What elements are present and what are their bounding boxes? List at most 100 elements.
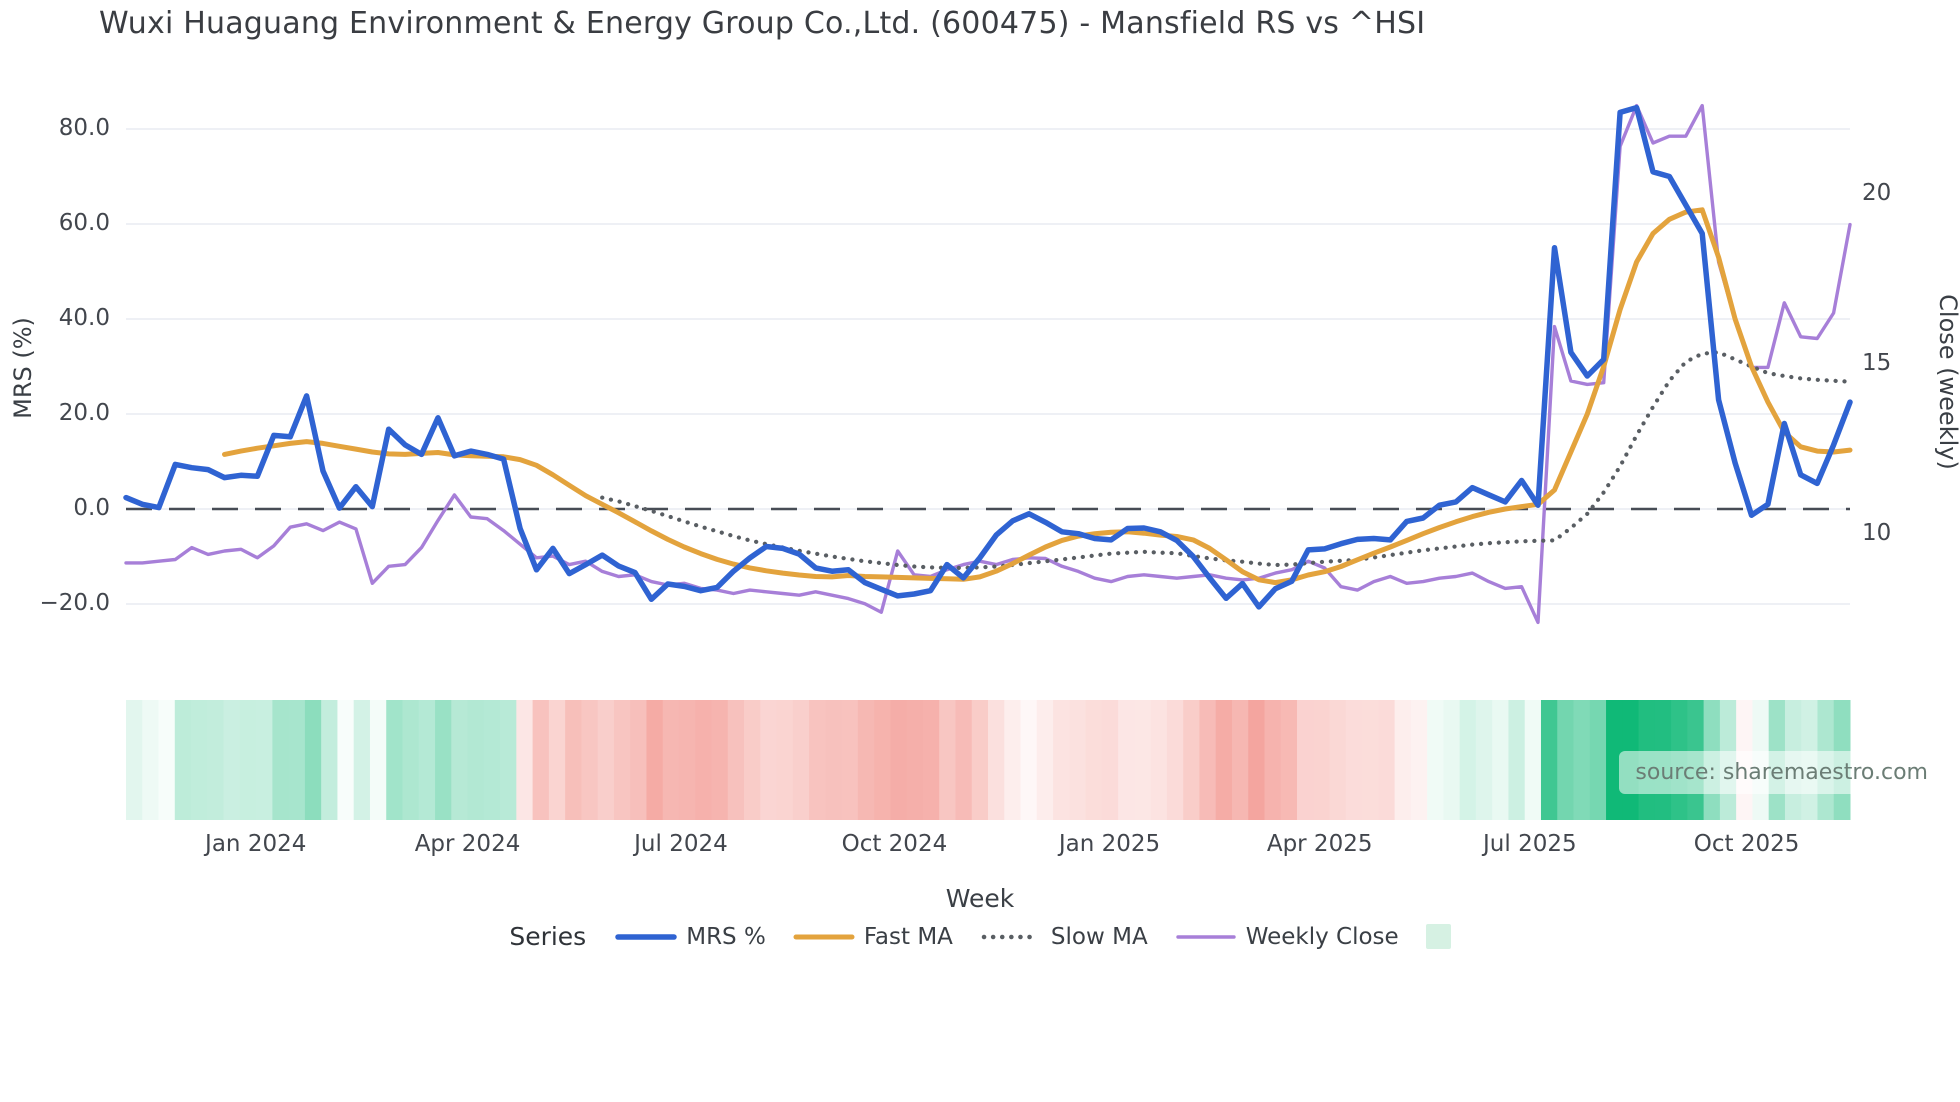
heat-cell bbox=[841, 700, 859, 820]
heat-cell bbox=[1069, 700, 1087, 820]
heat-cell bbox=[1297, 700, 1314, 820]
heat-cell bbox=[890, 700, 908, 820]
slow-ma-line bbox=[600, 350, 1853, 570]
heat-cell bbox=[1508, 700, 1526, 820]
heat-cell bbox=[1036, 700, 1054, 820]
legend-item-label: Weekly Close bbox=[1245, 923, 1399, 950]
heat-cell bbox=[1101, 700, 1119, 820]
heat-cell bbox=[939, 700, 956, 820]
x-tick-label: Jan 2024 bbox=[205, 831, 307, 857]
heat-cell bbox=[1540, 700, 1558, 820]
heat-cell bbox=[1459, 700, 1477, 820]
heat-cell bbox=[418, 700, 436, 820]
x-tick-label: Jul 2024 bbox=[634, 831, 728, 857]
heat-cell bbox=[1313, 700, 1331, 820]
heat-cell bbox=[678, 700, 696, 820]
heat-cell bbox=[646, 700, 664, 820]
fast-ma-line-swatch-icon bbox=[793, 934, 855, 939]
heat-cell bbox=[467, 700, 485, 820]
y-left-tick-label: 20.0 bbox=[58, 400, 110, 426]
x-tick-label: Oct 2024 bbox=[841, 831, 948, 857]
heat-cell bbox=[1199, 700, 1217, 820]
heat-cell bbox=[1329, 700, 1347, 820]
heat-cell bbox=[288, 700, 306, 820]
heat-cell bbox=[1231, 700, 1249, 820]
legend-item-label: Slow MA bbox=[1050, 923, 1148, 950]
heat-cell bbox=[223, 700, 241, 820]
y-left-tick-label: −20.0 bbox=[39, 590, 110, 616]
fast-ma-line bbox=[222, 207, 1853, 586]
legend-item-label: Fast MA bbox=[863, 923, 953, 950]
heat-cell bbox=[825, 700, 843, 820]
legend-title: Series bbox=[509, 922, 587, 951]
heat-cell bbox=[548, 700, 566, 820]
heat-cell bbox=[1475, 700, 1493, 820]
heat-cell bbox=[1589, 700, 1607, 820]
source-watermark: source: sharemaestro.com bbox=[1619, 751, 1944, 794]
heat-cell bbox=[792, 700, 810, 820]
heat-cell bbox=[516, 700, 534, 820]
heat-cell bbox=[1345, 700, 1363, 820]
y-right-tick-label: 10 bbox=[1862, 520, 1892, 546]
y-left-tick-label: 0.0 bbox=[73, 495, 110, 521]
heat-cell bbox=[1166, 700, 1184, 820]
heat-cell bbox=[874, 700, 891, 820]
heat-cell bbox=[711, 700, 729, 820]
x-tick-label: Jan 2025 bbox=[1058, 831, 1161, 857]
heat-cell bbox=[906, 700, 924, 820]
legend-item-mrs[interactable]: MRS % bbox=[615, 924, 766, 950]
legend-item-weekly-close[interactable]: Weekly Close bbox=[1175, 924, 1399, 950]
weekly-close-line bbox=[124, 103, 1852, 625]
heat-cell bbox=[1134, 700, 1152, 820]
x-tick-label: Apr 2024 bbox=[414, 831, 521, 857]
y-left-tick-label: 80.0 bbox=[58, 115, 110, 141]
heat-cell bbox=[1394, 700, 1412, 820]
heat-cell bbox=[1606, 700, 1623, 820]
heat-cell bbox=[1118, 700, 1135, 820]
x-tick-label: Apr 2025 bbox=[1266, 831, 1373, 857]
heat-cell bbox=[1085, 700, 1103, 820]
heat-cell bbox=[809, 700, 826, 820]
legend: Series MRS % Fast MA Slow MA Weekly Clos… bbox=[0, 922, 1960, 951]
heat-cell bbox=[1020, 700, 1038, 820]
y-axis-title-left: MRS (%) bbox=[9, 317, 37, 419]
heat-cell bbox=[207, 700, 225, 820]
heat-cell bbox=[1004, 700, 1022, 820]
heat-cell bbox=[1410, 700, 1428, 820]
heat-strip-swatch-icon[interactable] bbox=[1425, 924, 1451, 949]
heat-cell bbox=[955, 700, 973, 820]
heat-cell bbox=[256, 700, 273, 820]
heat-cell bbox=[337, 700, 355, 820]
x-tick-label: Oct 2025 bbox=[1693, 831, 1800, 857]
heat-cell bbox=[158, 700, 176, 820]
heat-cell bbox=[174, 700, 192, 820]
y-right-tick-label: 15 bbox=[1862, 350, 1892, 376]
heat-cell bbox=[1053, 700, 1070, 820]
legend-item-slow-ma[interactable]: Slow MA bbox=[980, 924, 1148, 950]
mrs-line bbox=[123, 104, 1853, 610]
heat-cell bbox=[500, 700, 517, 820]
heat-cell bbox=[776, 700, 794, 820]
heat-cell bbox=[1264, 700, 1282, 820]
y-left-tick-label: 60.0 bbox=[58, 210, 110, 236]
heat-cell bbox=[1378, 700, 1396, 820]
mrs-line-swatch-icon bbox=[615, 933, 677, 940]
heat-cell bbox=[565, 700, 582, 820]
heat-cell bbox=[1524, 700, 1542, 820]
legend-item-fast-ma[interactable]: Fast MA bbox=[793, 924, 953, 950]
slow-ma-dotted-swatch-icon bbox=[981, 934, 1041, 939]
heat-cell bbox=[581, 700, 599, 820]
heat-cell bbox=[1215, 700, 1233, 820]
heat-cell bbox=[272, 700, 290, 820]
heat-cell bbox=[386, 700, 403, 820]
heat-cell bbox=[597, 700, 615, 820]
heat-cell bbox=[760, 700, 778, 820]
heat-cell bbox=[1362, 700, 1379, 820]
heat-cell bbox=[304, 700, 322, 820]
heat-cell bbox=[613, 700, 631, 820]
heat-cell bbox=[857, 700, 875, 820]
heat-cell bbox=[1183, 700, 1200, 820]
heat-cell bbox=[402, 700, 420, 820]
heat-cell bbox=[727, 700, 745, 820]
